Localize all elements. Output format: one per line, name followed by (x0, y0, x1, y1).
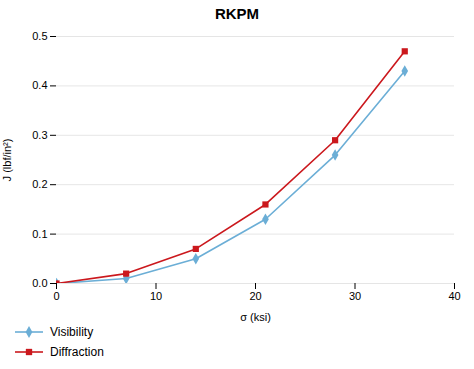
svg-text:20: 20 (249, 290, 261, 302)
svg-text:30: 30 (349, 290, 361, 302)
svg-text:σ (ksi): σ (ksi) (240, 311, 271, 323)
svg-text:40: 40 (448, 290, 460, 302)
svg-text:0.5: 0.5 (32, 30, 47, 42)
svg-text:0: 0 (53, 290, 59, 302)
svg-text:0.0: 0.0 (32, 277, 47, 289)
svg-text:0.2: 0.2 (32, 178, 47, 190)
svg-text:0.1: 0.1 (32, 228, 47, 240)
svg-text:10: 10 (150, 290, 162, 302)
html-text:RKPM: RKPM (214, 5, 260, 22)
svg-text:0.4: 0.4 (32, 79, 47, 91)
html-text:Diffraction: Diffraction (50, 345, 104, 359)
svg-text:J (lbf/in²): J (lbf/in²) (1, 139, 13, 182)
svg-text:0.3: 0.3 (32, 129, 47, 141)
html-text:Visibility: Visibility (50, 325, 94, 339)
